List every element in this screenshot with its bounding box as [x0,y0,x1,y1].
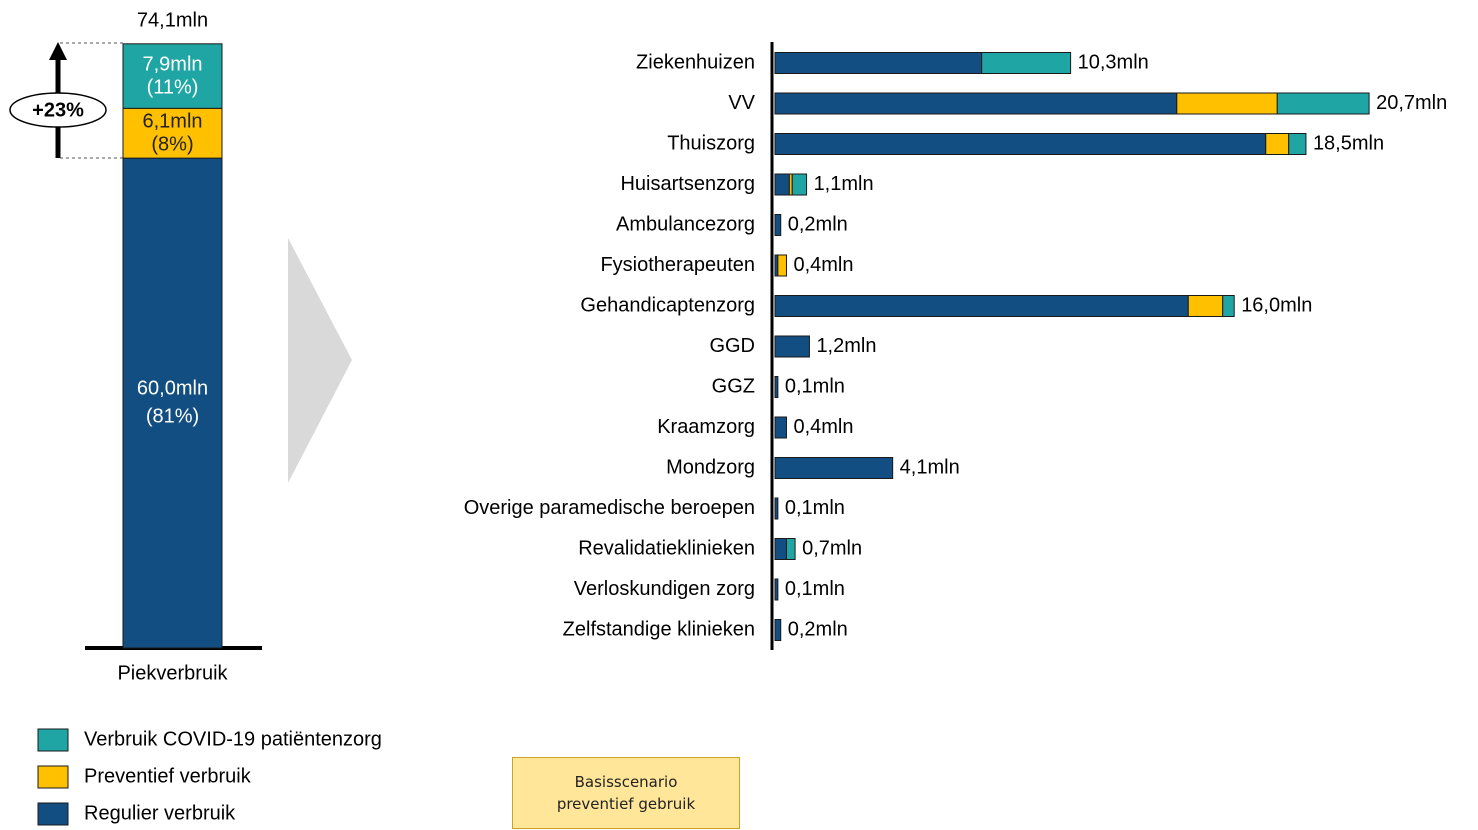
annotation-oval [9,92,107,128]
legend-label: Regulier verbruik [84,802,236,824]
total-label: 0,2mln [788,618,848,640]
column-segment [122,157,223,649]
bar-segment [774,538,787,560]
bar-segment [774,214,782,236]
y-tick-label: Mondzorg [666,456,755,478]
legend-swatch [37,728,69,752]
y-tick-label: Verloskundigen zorg [574,578,755,600]
x-tick-label: Piekverbruik [117,662,228,684]
bar-segment [1187,295,1224,317]
share-label: (11%) [147,76,199,98]
bar-segment [1222,295,1235,317]
total-label: 0,1mln [785,375,845,397]
bar-segment [774,92,1178,115]
bar-segment [774,376,779,398]
bar-segment [774,335,810,358]
bar-segment [774,52,983,74]
share-label: (8%) [151,134,193,156]
legend-label: Verbruik COVID-19 patiëntenzorg [84,728,382,750]
total-label: 10,3mln [1078,51,1149,73]
bar-segment [774,578,779,601]
arrow-head [49,42,67,60]
y-tick-label: Revalidatieklinieken [578,537,755,559]
column-segment [122,43,223,109]
column-segment [122,107,223,159]
share-label: (81%) [146,405,199,427]
bar-segment [774,619,782,641]
total-label: 18,5mln [1313,132,1384,154]
bar-segment [774,133,1267,155]
legend-swatch [37,802,69,826]
y-tick-label: Kraamzorg [657,416,755,438]
bar-segment [774,173,790,196]
bar-segment [774,416,787,439]
legend-label: Preventief verbruik [84,765,252,787]
bar-segment [1288,133,1307,155]
bar-segment [785,538,796,560]
bar-segment [774,497,779,520]
total-label: 0,2mln [788,213,848,235]
y-tick-label: Thuiszorg [667,132,755,154]
y-tick-label: Huisartsenzorg [620,173,755,195]
total-label: 20,7mln [1376,92,1447,114]
total-label: 0,1mln [785,497,845,519]
annotation: +23% [32,99,84,121]
total-label: 0,1mln [785,578,845,600]
bar-segment [774,295,1189,317]
total-label: 1,2mln [816,335,876,357]
bar-segment [981,52,1072,74]
bar-segment [777,254,787,277]
bar-segment [774,457,894,479]
y-tick-label: Ziekenhuizen [636,51,755,73]
bar-segment [1176,92,1278,115]
total-label: 0,4mln [793,254,853,276]
y-tick-label: GGZ [712,375,755,397]
total-label: 1,1mln [814,173,874,195]
y-tick-label: Ambulancezorg [616,213,755,235]
legend-swatch [37,765,69,789]
chevron [288,238,352,483]
total-label: 4,1mln [900,456,960,478]
bar-segment [1276,92,1370,115]
value-label: 6,1mln [142,111,202,133]
note-box: Basisscenario preventief gebruik [512,757,740,829]
total-label: 16,0mln [1241,294,1312,316]
total-label: 74,1mln [137,9,208,31]
y-tick-label: Fysiotherapeuten [600,254,755,276]
y-tick-label: VV [728,92,755,114]
total-label: 0,4mln [793,416,853,438]
bar-segment [791,173,808,196]
y-tick-label: Zelfstandige klinieken [563,618,755,640]
value-label: 7,9mln [142,53,202,75]
total-label: 0,7mln [802,537,862,559]
y-tick-label: Gehandicaptenzorg [580,294,755,316]
value-label: 60,0mln [137,377,208,399]
y-tick-label: Overige paramedische beroepen [464,497,755,519]
y-tick-label: GGD [709,335,755,357]
bar-segment [1265,133,1290,155]
